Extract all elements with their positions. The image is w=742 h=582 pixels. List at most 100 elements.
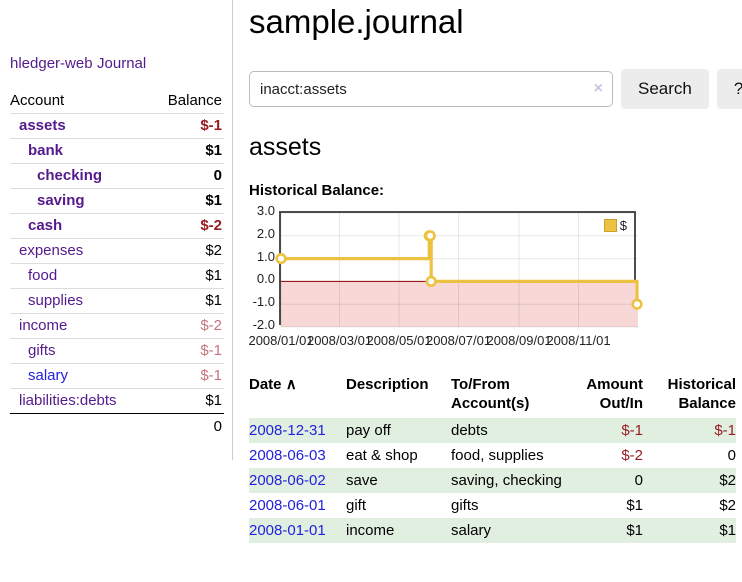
header-description: Description: [346, 376, 429, 393]
y-axis-tick-label: -2.0: [252, 317, 275, 332]
account-balance: $1: [205, 142, 222, 159]
x-axis-tick-label: 2008/05/01: [366, 333, 432, 348]
account-row: supplies $1: [10, 288, 224, 313]
table-row: 2008-06-01 gift gifts $1 $2: [249, 493, 736, 518]
account-list: assets $-1 bank $1 checking 0 saving $1 cash $-2 e…: [10, 113, 224, 413]
help-button[interactable]: ?: [716, 69, 742, 109]
sidebar-total-value: 0: [213, 418, 222, 435]
balance-cell: $2: [719, 497, 736, 514]
tofrom-accounts-cell: debts: [451, 422, 488, 439]
sidebar-item-journal[interactable]: Journal: [97, 55, 147, 72]
amount-cell: 0: [634, 472, 643, 489]
account-row: expenses $2: [10, 238, 224, 263]
account-link[interactable]: saving: [37, 192, 85, 209]
header-historical-balance: Historical Balance: [667, 376, 736, 412]
date-link[interactable]: 2008-12-31: [249, 422, 326, 439]
account-row: income $-2: [10, 313, 224, 338]
search-input[interactable]: [249, 71, 613, 107]
account-row: checking 0: [10, 163, 224, 188]
register-body: 2008-12-31 pay off debts $-1 $-1 2008-06-03 ea…: [249, 418, 736, 543]
account-link[interactable]: income: [19, 317, 68, 334]
account-balance: $-1: [200, 117, 222, 134]
search-button[interactable]: Search: [621, 69, 709, 109]
legend-label: $: [619, 218, 627, 233]
brand-link[interactable]: hledger-web: [10, 55, 93, 72]
x-axis-tick-label: 2008/01/01: [248, 333, 314, 348]
description-cell: pay off: [346, 422, 391, 439]
x-axis-tick-label: 2008/03/01: [306, 333, 373, 348]
balance-column-label: Balance: [167, 92, 222, 109]
register-table: Date ∧ Description To/From Account(s) Am…: [249, 372, 736, 543]
legend-swatch-icon: [603, 219, 617, 232]
table-row: 2008-06-02 save saving, checking 0 $2: [249, 468, 736, 493]
tofrom-accounts-cell: salary: [451, 522, 492, 539]
y-axis-tick-label: 2.0: [256, 225, 275, 241]
search-form: × Search ?: [249, 69, 742, 109]
register-header-row: Date ∧ Description To/From Account(s) Am…: [249, 372, 736, 418]
account-link[interactable]: supplies: [28, 292, 84, 309]
tofrom-accounts-cell: food, supplies: [451, 447, 544, 464]
date-link[interactable]: 2008-06-03: [249, 447, 326, 464]
balance-cell: $2: [719, 472, 736, 489]
account-link[interactable]: expenses: [19, 242, 84, 259]
historical-balance-chart: $ 3.0 2.0 1.0 0.0 -1.0 -2.0 2008/01/01 2008/03/…: [248, 203, 649, 350]
header-date[interactable]: Date ∧: [249, 372, 346, 418]
account-link[interactable]: liabilities:debts: [19, 392, 117, 409]
date-link[interactable]: 2008-06-01: [249, 497, 326, 514]
account-row: cash $-2: [10, 213, 224, 238]
header-date-label: Date: [249, 376, 282, 393]
account-row: bank $1: [10, 138, 224, 163]
balance-cell: $1: [719, 522, 736, 539]
account-row: salary $-1: [10, 363, 224, 388]
account-balance: $2: [205, 242, 222, 259]
chart-label: Historical Balance:: [249, 182, 385, 199]
header-amount-outin: Amount Out/In: [586, 376, 643, 412]
account-balance: $1: [205, 192, 222, 209]
table-row: 2008-06-03 eat & shop food, supplies $-2 0: [249, 443, 736, 468]
account-row: food $1: [10, 263, 224, 288]
account-link[interactable]: food: [28, 267, 58, 284]
balance-cell: 0: [727, 447, 736, 464]
account-balance: $1: [205, 392, 222, 409]
account-row: saving $1: [10, 188, 224, 213]
app-layout: hledger-web Journal Account Balance asse…: [10, 0, 742, 543]
account-link[interactable]: salary: [28, 367, 69, 384]
sidebar-total-row: 0: [10, 413, 224, 439]
y-axis-tick-label: 3.0: [256, 203, 275, 218]
chart-svg: [275, 212, 643, 328]
description-cell: save: [346, 472, 378, 489]
account-tree-header: Account Balance: [10, 90, 224, 113]
clear-search-icon[interactable]: ×: [593, 80, 603, 97]
tofrom-accounts-cell: gifts: [451, 497, 479, 514]
account-row: assets $-1: [10, 113, 224, 138]
description-cell: gift: [346, 497, 367, 514]
account-heading: assets: [249, 133, 322, 161]
description-cell: eat & shop: [346, 447, 418, 464]
chart-plot-area: $: [275, 211, 643, 328]
account-link[interactable]: gifts: [28, 342, 56, 359]
account-link[interactable]: checking: [37, 167, 103, 184]
x-axis-tick-label: 2008/07/01: [425, 333, 492, 348]
date-link[interactable]: 2008-06-02: [249, 472, 326, 489]
account-row: gifts $-1: [10, 338, 224, 363]
amount-cell: $1: [626, 497, 643, 514]
page-title: sample.journal: [249, 3, 464, 40]
sort-asc-icon: ∧: [285, 376, 297, 393]
amount-cell: $-2: [621, 447, 643, 464]
table-row: 2008-12-31 pay off debts $-1 $-1: [249, 418, 736, 443]
y-axis-tick-label: 0.0: [256, 271, 275, 287]
account-link[interactable]: assets: [19, 117, 66, 134]
account-tree: Account Balance assets $-1 bank $1 checking 0…: [10, 90, 224, 439]
search-box: ×: [249, 71, 613, 107]
account-link[interactable]: bank: [28, 142, 64, 159]
account-balance: $-2: [200, 317, 222, 334]
amount-cell: $1: [626, 522, 643, 539]
account-row: liabilities:debts $1: [10, 388, 224, 413]
account-balance: 0: [213, 167, 222, 184]
amount-cell: $-1: [621, 422, 643, 439]
account-link[interactable]: cash: [28, 217, 63, 234]
account-balance: $-1: [200, 367, 222, 384]
table-row: 2008-01-01 income salary $1 $1: [249, 518, 736, 543]
tofrom-accounts-cell: saving, checking: [451, 472, 562, 489]
date-link[interactable]: 2008-01-01: [249, 522, 326, 539]
